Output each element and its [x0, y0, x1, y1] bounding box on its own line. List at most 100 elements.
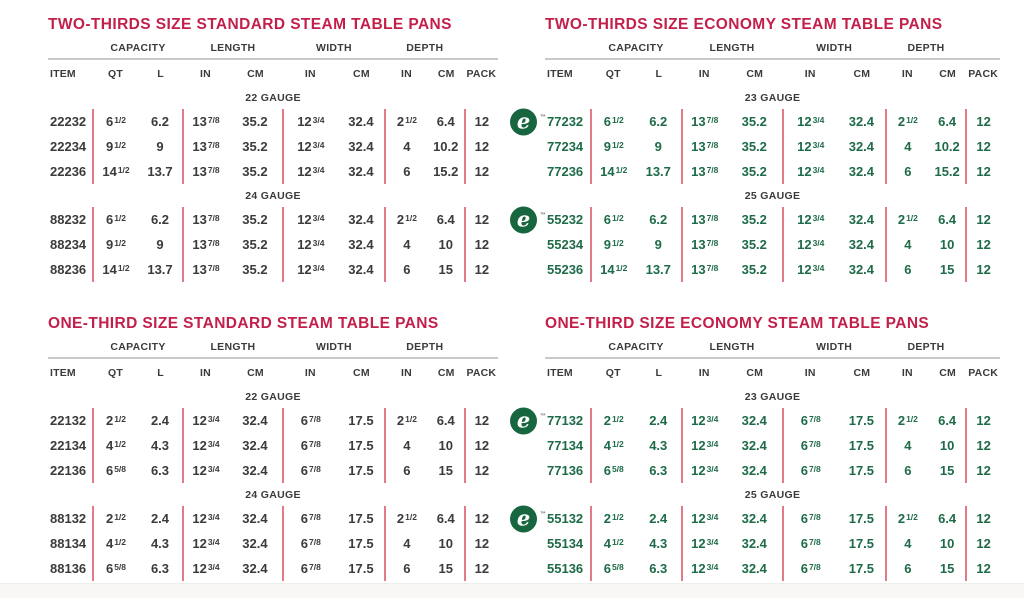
group-header: CAPACITY: [590, 341, 682, 359]
item-cell: 88132: [50, 511, 87, 526]
spec-cell: 67/8: [781, 531, 838, 556]
fraction: 3/4: [812, 115, 825, 125]
fraction: 7/8: [207, 140, 220, 150]
spec-cell: 17.5: [848, 463, 875, 478]
item-cell: 55136: [547, 561, 584, 576]
group-header: LENGTH: [183, 42, 283, 60]
spec-cell: 13.7: [645, 262, 671, 277]
fraction: 7/8: [207, 165, 220, 175]
spec-cell: 137/8: [680, 134, 727, 159]
pack-cell: 12: [463, 556, 498, 581]
group-header: DEPTH: [885, 42, 967, 60]
spec-cell: 17.5: [348, 438, 374, 453]
spec-cell: 32.4: [741, 413, 767, 428]
column-header: IN: [200, 68, 211, 80]
fraction: 3/4: [706, 512, 719, 522]
eco-e-logo: e ™: [510, 407, 546, 434]
spec-cell: 32.4: [848, 237, 875, 252]
spec-cell: 13.7: [147, 262, 173, 277]
fraction: 7/8: [808, 464, 821, 474]
fraction: 7/8: [706, 165, 719, 175]
gauge-row: 22 GAUGE: [48, 385, 498, 408]
spec-cell: 4.3: [649, 438, 668, 453]
spec-cell: 61/2: [92, 207, 138, 232]
fraction: 3/4: [706, 414, 719, 424]
spec-cell: 4: [884, 232, 929, 257]
column-header: ITEM: [50, 68, 76, 80]
fraction: 3/4: [812, 140, 825, 150]
spec-cell: 35.2: [741, 262, 767, 277]
spec-table: CAPACITY LENGTH WIDTH DEPTH ITEM QT L IN CM IN CM I…: [48, 42, 498, 282]
spec-cell: 35.2: [741, 114, 767, 129]
fraction: 1/2: [117, 165, 130, 175]
spec-cell: 41/2: [92, 433, 138, 458]
fraction: 1/2: [611, 115, 624, 125]
gauge-heading: 25 GAUGE: [744, 489, 801, 501]
fraction: 1/2: [114, 115, 127, 125]
spec-cell: 17.5: [848, 561, 875, 576]
spec-cell: 15.2: [934, 164, 960, 179]
gauge-row: 23 GAUGE: [545, 86, 1000, 109]
table-row: e ™ 55132 21/2 2.4 123/4 32.4 67/8 17.5 21/2 6.4 12: [510, 505, 1000, 532]
item-cell: 55236: [547, 262, 584, 277]
spec-cell: 35.2: [741, 164, 767, 179]
gauge-heading: 23 GAUGE: [744, 92, 801, 104]
spec-cell: 17.5: [348, 463, 374, 478]
fraction: 3/4: [812, 263, 825, 273]
table-title: ONE-THIRD SIZE ECONOMY STEAM TABLE PANS: [545, 315, 930, 332]
spec-cell: 32.4: [242, 438, 268, 453]
spec-cell: 123/4: [182, 556, 228, 581]
spec-cell: 9: [654, 237, 662, 252]
spec-cell: 6.2: [649, 212, 668, 227]
fraction: 1/2: [405, 213, 417, 223]
column-header: IN: [901, 367, 913, 379]
spec-cell: 10: [939, 237, 955, 252]
spec-cell: 15.2: [433, 164, 459, 179]
pack-cell: 12: [965, 232, 1000, 257]
spec-cell: 32.4: [348, 262, 374, 277]
fraction: 3/4: [706, 439, 719, 449]
group-spacer: [464, 42, 498, 60]
gauge-heading: 25 GAUGE: [744, 190, 801, 202]
spec-cell: 123/4: [281, 134, 338, 159]
column-header: CM: [247, 367, 264, 379]
pack-cell: 12: [463, 134, 498, 159]
item-cell: 77234: [547, 139, 584, 154]
spec-cell: 6.4: [938, 413, 957, 428]
group-header: LENGTH: [681, 341, 783, 359]
spec-cell: 10: [939, 438, 955, 453]
spec-cell: 123/4: [182, 506, 228, 531]
spec-cell: 67/8: [281, 531, 338, 556]
spec-cell: 6.3: [649, 561, 668, 576]
group-header: WIDTH: [282, 42, 386, 60]
spec-cell: 15: [438, 463, 453, 478]
group-header: DEPTH: [885, 341, 967, 359]
column-header: CM: [853, 367, 871, 379]
table-row: 55236 141/2 13.7 137/8 35.2 123/4 32.4 6 15 12: [545, 257, 1000, 282]
column-header: CM: [746, 367, 764, 379]
trademark-symbol: ™: [540, 511, 546, 517]
pack-cell: 12: [965, 531, 1000, 556]
fraction: 5/8: [611, 562, 624, 572]
spec-table: CAPACITY LENGTH WIDTH DEPTH ITEM QT L IN CM IN CM I…: [510, 341, 1000, 581]
spec-cell: 17.5: [348, 511, 374, 526]
spec-cell: 6: [384, 556, 428, 581]
pack-cell: 12: [463, 506, 498, 531]
spec-cell: 2.4: [150, 413, 170, 428]
spec-cell: 137/8: [182, 257, 228, 282]
item-cell: 22234: [50, 139, 87, 154]
spec-cell: 4: [384, 531, 428, 556]
fraction: 3/4: [312, 115, 325, 125]
item-cell: e ™ 77232: [510, 108, 591, 135]
column-header: IN: [804, 367, 816, 379]
column-header: L: [157, 68, 164, 80]
table-row: 88234 91/2 9 137/8 35.2 123/4 32.4 4 10 12: [48, 232, 498, 257]
spec-cell: 32.4: [348, 212, 374, 227]
spec-cell: 17.5: [848, 511, 875, 526]
column-header: CM: [939, 68, 956, 80]
pack-cell: 12: [463, 159, 498, 184]
spec-cell: 32.4: [741, 438, 767, 453]
table-body: 22 GAUGE 22132 21/2 2.4 123/4 32.4 67/8 17.5 21/…: [48, 385, 498, 581]
fraction: 1/2: [611, 537, 624, 547]
